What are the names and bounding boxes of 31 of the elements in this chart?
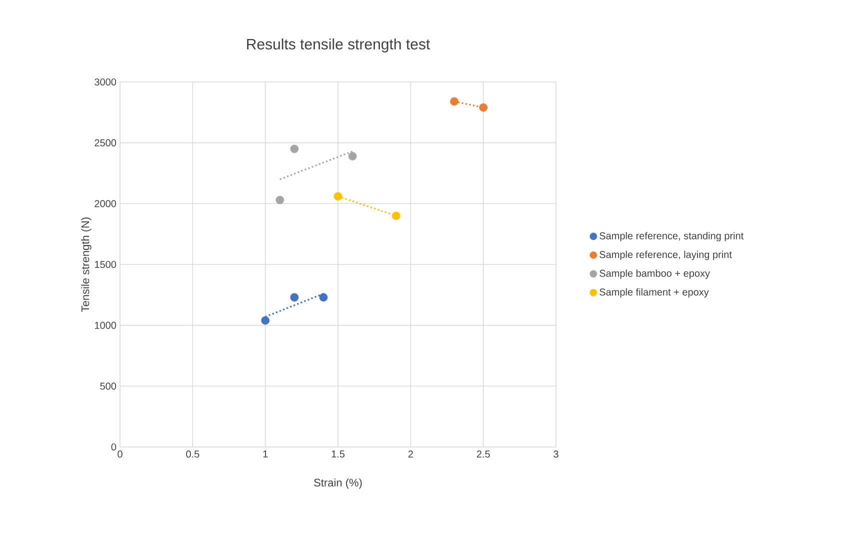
x-tick-label: 2 — [408, 450, 413, 458]
y-tick-label: 0 — [111, 443, 116, 451]
legend-label: Sample reference, standing print — [600, 232, 744, 242]
point — [348, 152, 357, 160]
y-tick-label: 500 — [100, 382, 116, 390]
legend-label: Sample bamboo + epoxy — [600, 269, 710, 279]
chart-title: Results tensile strength test — [247, 38, 430, 52]
x-tick-label: 2.5 — [476, 450, 490, 458]
point — [479, 103, 488, 112]
y-tick-label: 1000 — [95, 322, 116, 329]
x-tick-label: 1 — [263, 450, 268, 458]
point — [290, 293, 299, 302]
y-tick-label: 3000 — [94, 78, 116, 86]
point — [290, 144, 299, 154]
x-tick-label: 3 — [554, 450, 558, 458]
x-tick-label: 1.5 — [332, 450, 345, 458]
legend-label: Sample reference, laying print — [600, 250, 732, 260]
point — [334, 192, 342, 201]
point — [392, 212, 400, 220]
x-tick-label: 0.5 — [186, 450, 200, 458]
point — [450, 97, 458, 106]
x-axis-title: Strain (%) — [314, 478, 362, 489]
y-axis-title: Tensile strength (N) — [81, 218, 92, 312]
point — [319, 293, 328, 302]
point — [261, 316, 270, 325]
y-tick-label: 2500 — [94, 139, 116, 146]
point — [276, 196, 284, 204]
y-tick-label: 2000 — [94, 200, 116, 208]
x-tick-label: 0 — [118, 450, 122, 458]
legend-label: Sample filament + epoxy — [600, 288, 709, 298]
y-tick-label: 1500 — [95, 260, 116, 268]
